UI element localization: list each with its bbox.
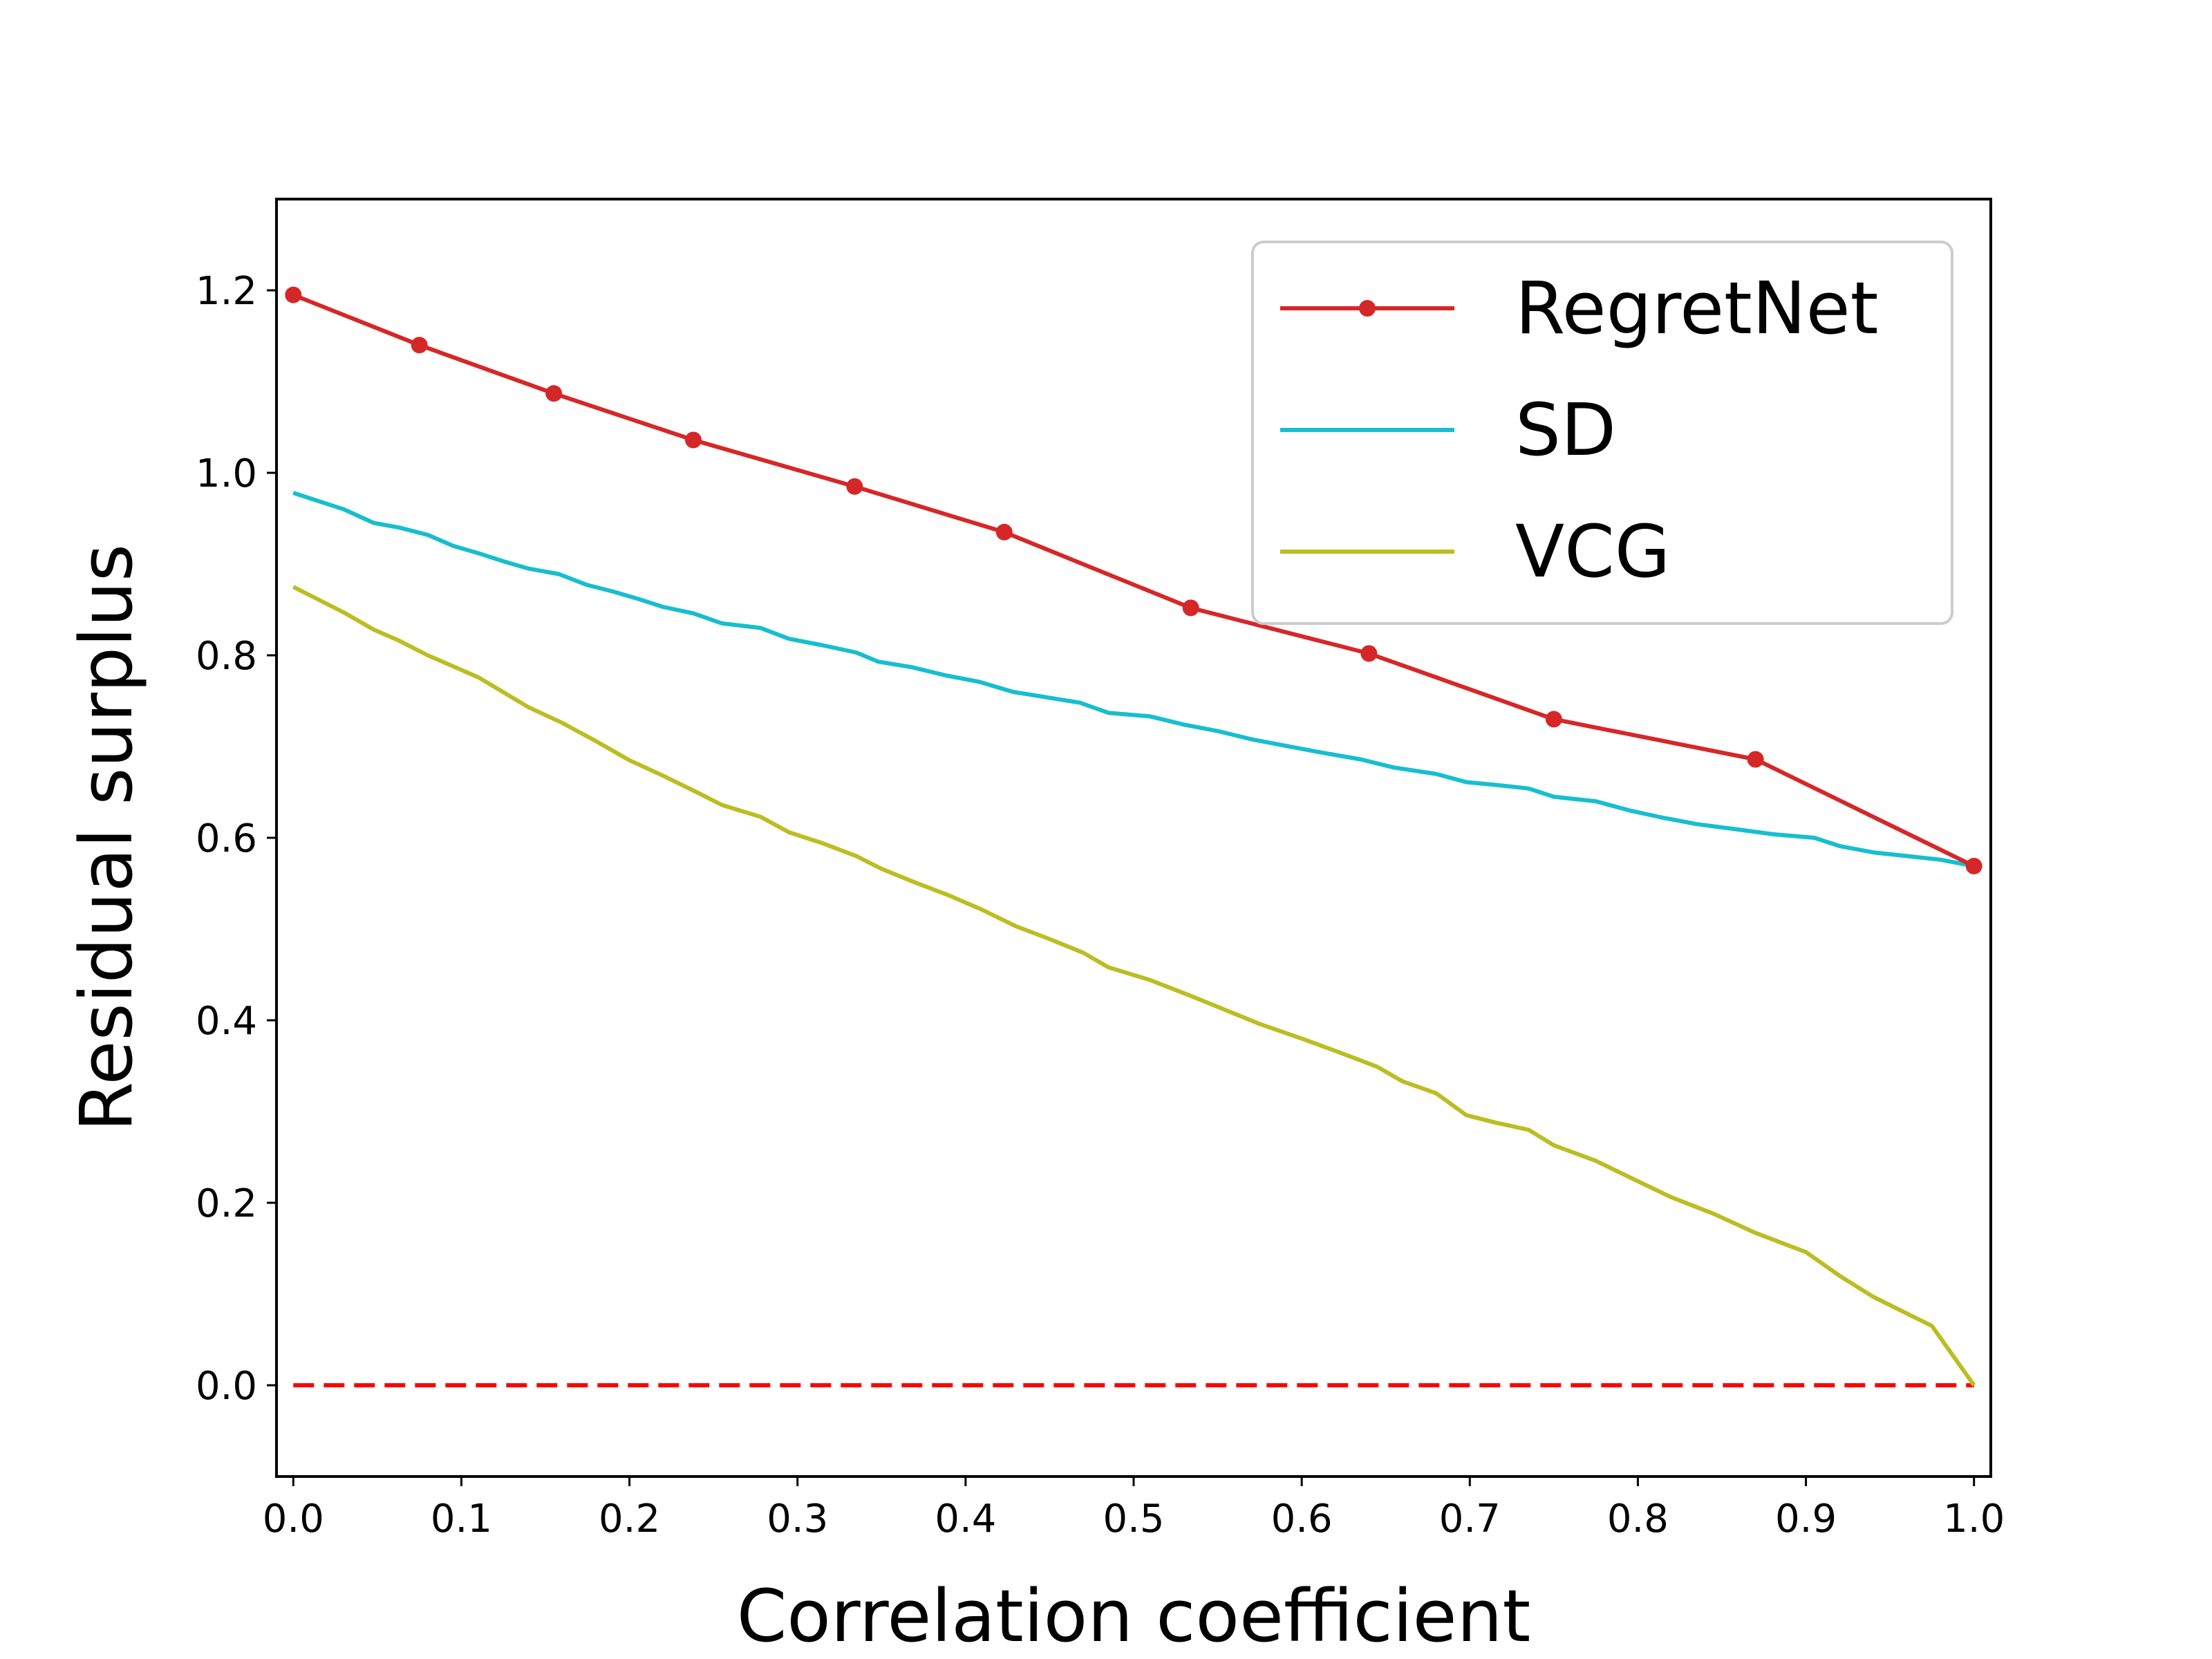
y-axis: 0.0 0.2 0.4 0.6 0.8 1.0 1.2 [196, 269, 276, 1409]
legend-label-regretnet: RegretNet [1515, 266, 1878, 350]
series-layer [285, 286, 1983, 1387]
x-tick-label: 0.5 [1103, 1497, 1164, 1541]
y-tick-label: 0.4 [196, 999, 257, 1044]
data-point-regretnet [285, 286, 302, 303]
y-tick-label: 0.6 [196, 816, 257, 861]
x-tick-label: 0.0 [263, 1497, 324, 1541]
x-tick-label: 0.6 [1271, 1497, 1333, 1541]
x-axis: 0.0 0.1 0.2 0.3 0.4 0.5 0.6 0.7 0.8 0.9 1.0 [263, 1477, 2005, 1541]
y-tick-label: 0.0 [196, 1364, 257, 1409]
x-tick-label: 0.8 [1607, 1497, 1669, 1541]
y-tick-label: 1.2 [196, 269, 257, 314]
x-tick-label: 0.4 [935, 1497, 996, 1541]
x-axis-title: Correlation coefficient [737, 1574, 1531, 1658]
data-point-regretnet [1747, 751, 1764, 768]
series-line-vcg [292, 585, 1976, 1387]
x-tick-label: 0.9 [1775, 1497, 1837, 1541]
legend-label-sd: SD [1515, 388, 1616, 472]
data-point-regretnet [411, 337, 428, 354]
x-tick-label: 1.0 [1943, 1497, 2005, 1541]
y-axis-title: Residual surplus [64, 544, 149, 1132]
x-tick-label: 0.3 [767, 1497, 828, 1541]
legend: RegretNet SD VCG [1251, 241, 1953, 625]
legend-label-vcg: VCG [1515, 509, 1670, 594]
data-point-regretnet [846, 478, 863, 495]
x-tick-label: 0.1 [431, 1497, 492, 1541]
x-tick-label: 0.7 [1439, 1497, 1501, 1541]
y-tick-label: 0.2 [196, 1181, 257, 1226]
legend-marker-regretnet [1359, 300, 1376, 317]
data-point-regretnet [1545, 711, 1562, 728]
y-tick-label: 0.8 [196, 634, 257, 679]
data-point-regretnet [1360, 645, 1378, 662]
series-line-sd [292, 491, 1975, 868]
data-point-regretnet [1965, 857, 1983, 874]
x-tick-label: 0.2 [599, 1497, 660, 1541]
data-point-regretnet [1182, 599, 1199, 617]
legend-box [1251, 241, 1953, 625]
data-point-regretnet [545, 385, 563, 402]
data-point-regretnet [684, 431, 702, 449]
y-tick-label: 1.0 [196, 451, 257, 496]
data-point-regretnet [995, 523, 1013, 541]
